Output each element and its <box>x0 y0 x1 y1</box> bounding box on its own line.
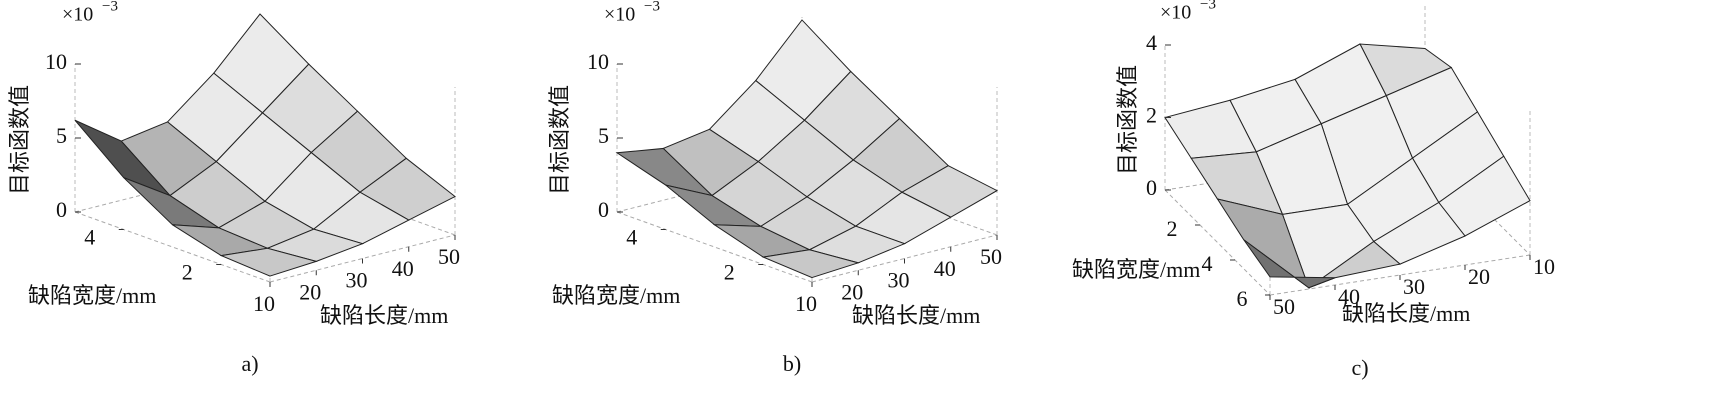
x-axis-label: 缺陷长度/mm <box>320 303 448 328</box>
x-tick-label: 50 <box>1273 294 1295 319</box>
exponent: −3 <box>644 0 660 14</box>
x-tick-label: 30 <box>888 268 910 293</box>
y-axis-label: 缺陷宽度/mm <box>1072 257 1200 282</box>
z-tick-label: 0 <box>1146 175 1157 200</box>
z-tick-label: 5 <box>56 123 67 148</box>
y-tick-label: 4 <box>626 225 637 250</box>
z-tick-label: 0 <box>56 197 67 222</box>
caption: b) <box>783 351 801 376</box>
x-tick-label: 20 <box>1468 264 1490 289</box>
y-axis-label: 缺陷宽度/mm <box>28 283 156 308</box>
y-axis-label: 缺陷宽度/mm <box>552 283 680 308</box>
x-tick-label: 20 <box>299 279 321 304</box>
box-edge <box>616 164 803 213</box>
z-tick-label: 5 <box>598 123 609 148</box>
x-tick-label: 10 <box>795 291 817 316</box>
x-tick-label: 30 <box>346 268 368 293</box>
caption: c) <box>1351 355 1368 380</box>
z-tick-label: 4 <box>1146 30 1157 55</box>
surface-patch <box>761 249 861 279</box>
box-edge <box>269 234 456 283</box>
surface-patch <box>1243 239 1336 289</box>
x-tick-label: 50 <box>980 244 1002 269</box>
x-axis-label: 缺陷长度/mm <box>852 303 980 328</box>
exponent: −3 <box>102 0 118 14</box>
x-tick-label: 10 <box>253 291 275 316</box>
box-edge <box>1269 254 1531 296</box>
box-edge <box>1164 189 1271 296</box>
exponent: −3 <box>1200 0 1216 12</box>
x-tick-label: 20 <box>841 279 863 304</box>
multiplier: ×10 <box>604 4 635 26</box>
y-tick-label: 2 <box>724 260 735 285</box>
box-edge <box>811 234 998 283</box>
y-tick-label: 4 <box>1202 251 1213 276</box>
y-tick-label: 6 <box>1237 286 1248 311</box>
multiplier: ×10 <box>1160 2 1191 24</box>
y-tick-label: 2 <box>1167 216 1178 241</box>
x-tick-label: 40 <box>1338 284 1360 309</box>
z-axis-label: 目标函数值 <box>1115 65 1140 175</box>
multiplier: ×10 <box>62 4 93 26</box>
z-tick-label: 2 <box>1146 103 1157 128</box>
x-tick-label: 10 <box>1533 254 1555 279</box>
z-axis-label: 目标函数值 <box>547 85 572 195</box>
z-axis-label: 目标函数值 <box>7 85 32 195</box>
x-tick-label: 30 <box>1403 274 1425 299</box>
z-tick-label: 10 <box>587 49 609 74</box>
y-tick-label: 4 <box>84 225 95 250</box>
x-tick-label: 40 <box>392 256 414 281</box>
y-tick-label: 2 <box>182 260 193 285</box>
z-tick-label: 0 <box>598 197 609 222</box>
z-tick-label: 10 <box>45 49 67 74</box>
box-edge <box>74 164 261 213</box>
caption: a) <box>241 351 258 376</box>
x-tick-label: 40 <box>934 256 956 281</box>
x-tick-label: 50 <box>438 244 460 269</box>
surface-patch <box>219 247 319 277</box>
x-axis-label: 缺陷长度/mm <box>1342 301 1470 326</box>
surface-plot: 0241020304050246c)目标函数值缺陷宽度/mm缺陷长度/mm×10… <box>1072 0 1555 380</box>
